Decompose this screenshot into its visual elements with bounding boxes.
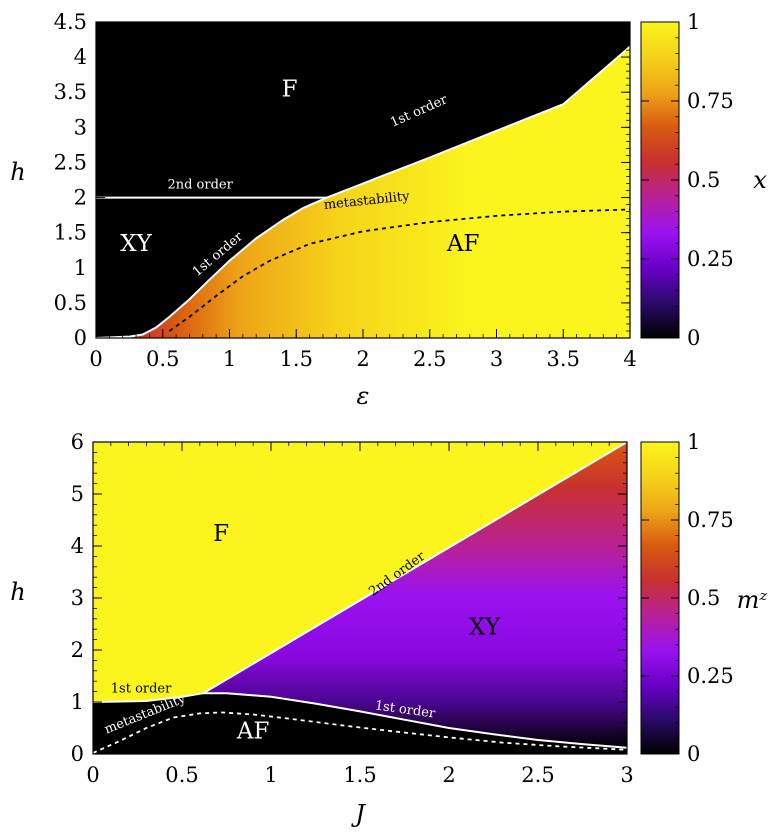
axis-ticks — [92, 441, 628, 755]
y-tick-label: 0.5 — [54, 291, 87, 315]
colorbar-ticks: 0 0.25 0.5 0.75 1 — [641, 10, 734, 350]
tick-labels: 0 0.5 1 1.5 2 2.5 3 3.5 4 0 0.5 1 1.5 2 2.5 3 3.5 4 4.5 — [54, 10, 637, 371]
region-label-af: AF — [236, 719, 270, 745]
first-order-boundary — [96, 196, 328, 338]
colorbar-tick-label: 0.5 — [687, 168, 720, 192]
y-tick-label: 2.5 — [54, 150, 87, 174]
y-axis-label: h — [10, 158, 25, 186]
x-tick-label: 1 — [264, 763, 277, 787]
x-tick-label: 0.5 — [146, 347, 179, 371]
x-tick-label: 3 — [620, 763, 633, 787]
second-order-boundary — [202, 442, 627, 695]
panel-top: 0 0.5 1 1.5 2 2.5 3 3.5 4 0 0.5 1 1.5 2 2.5 3 3.5 4 4.5 F X… — [10, 10, 767, 410]
region-label-f: F — [213, 521, 229, 547]
colorbar-label: x — [753, 166, 767, 194]
region-labels: F XY AF — [120, 77, 479, 257]
x-tick-label: 2.5 — [413, 347, 446, 371]
colorbar-ticks: 0 0.25 0.5 0.75 1 — [641, 430, 734, 766]
boundary-annotation: 2nd order — [167, 177, 233, 192]
x-tick-label: 1 — [223, 347, 236, 371]
heatmap-top — [96, 22, 630, 338]
region-label-af: AF — [446, 231, 480, 257]
y-tick-label: 4 — [74, 45, 87, 69]
y-tick-label: 4 — [71, 534, 84, 558]
y-tick-label: 1 — [74, 256, 87, 280]
colorbar-tick-label: 0.25 — [687, 247, 734, 271]
y-tick-label: 1.5 — [54, 221, 87, 245]
x-tick-label: 3.5 — [547, 347, 580, 371]
region-label-xy: XY — [120, 231, 152, 257]
xy-region — [203, 442, 627, 748]
y-tick-label: 2 — [71, 638, 84, 662]
region-label-xy: XY — [469, 615, 501, 641]
y-tick-label: 2 — [74, 186, 87, 210]
x-tick-label: 1.5 — [280, 347, 313, 371]
axis-ticks — [95, 21, 631, 339]
x-tick-label: 0 — [89, 347, 102, 371]
af-region — [93, 693, 627, 754]
x-tick-label: 2 — [356, 347, 369, 371]
y-tick-label: 6 — [71, 430, 84, 454]
region-labels: F XY AF — [213, 521, 501, 745]
colorbar-tick-label: 1 — [687, 430, 700, 454]
x-tick-label: 0.5 — [165, 763, 198, 787]
colorbar-tick-label: 0 — [687, 742, 700, 766]
first-order-boundary — [93, 692, 627, 749]
y-tick-label: 4.5 — [54, 10, 87, 34]
y-tick-label: 3 — [71, 586, 84, 610]
y-tick-label: 3 — [74, 115, 87, 139]
x-tick-label: 4 — [623, 347, 636, 371]
x-axis-label: ε — [357, 382, 370, 410]
af-region — [96, 46, 630, 338]
metastability-line — [168, 208, 630, 332]
x-tick-label: 3 — [490, 347, 503, 371]
colorbar-tick-label: 0.75 — [687, 508, 734, 532]
colorbar-label: mᶻ — [737, 586, 769, 614]
colorbar-tick-label: 0.25 — [687, 664, 734, 688]
y-tick-label: 0 — [74, 326, 87, 350]
colorbar-tick-label: 0.5 — [687, 586, 720, 610]
x-tick-label: 2 — [442, 763, 455, 787]
metastability-line — [93, 711, 627, 754]
x-tick-label: 0 — [86, 763, 99, 787]
heatmap-bottom — [93, 442, 627, 754]
y-tick-label: 3.5 — [54, 80, 87, 104]
boundary-annotation: 1st order — [111, 682, 172, 697]
colorbar-tick-label: 0.75 — [687, 89, 734, 113]
x-axis-label: J — [350, 800, 366, 828]
y-tick-label: 5 — [71, 482, 84, 506]
colorbar-tick-label: 0 — [687, 326, 700, 350]
y-tick-label: 0 — [71, 742, 84, 766]
x-tick-label: 1.5 — [343, 763, 376, 787]
region-label-f: F — [282, 77, 298, 103]
colorbar-tick-label: 1 — [687, 10, 700, 34]
y-axis-label: h — [10, 578, 25, 606]
tick-labels: 0 0.5 1 1.5 2 2.5 3 0 1 2 3 4 5 6 — [71, 430, 634, 787]
x-tick-label: 2.5 — [521, 763, 554, 787]
y-tick-label: 1 — [71, 690, 84, 714]
first-order-boundary — [326, 45, 630, 199]
